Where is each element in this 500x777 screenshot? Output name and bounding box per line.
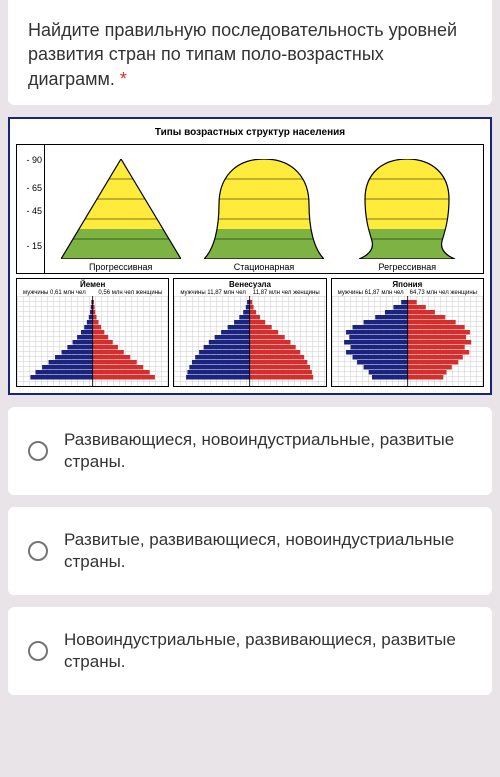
- radio-icon[interactable]: [28, 541, 48, 561]
- pyramid-cell: Япониямужчины 61,87 млн чел64,73 млн чел…: [331, 278, 484, 387]
- y-tick: - 65: [26, 183, 42, 193]
- option-text: Развитые, развивающиеся, новоиндустриаль…: [64, 529, 472, 573]
- pyramid-row: Йеменмужчины 0,61 млн чел0,56 млн чел же…: [16, 278, 484, 387]
- question-text: Найдите правильную последовательность ур…: [28, 18, 472, 91]
- radio-icon[interactable]: [28, 441, 48, 461]
- option-text: Новоиндустриальные, развивающиеся, разви…: [64, 629, 472, 673]
- shape-label: Стационарная: [234, 262, 295, 272]
- pyramid-cell: Йеменмужчины 0,61 млн чел0,56 млн чел же…: [16, 278, 169, 387]
- question-body: Найдите правильную последовательность ур…: [28, 20, 457, 89]
- shape-cell: Прогрессивная: [49, 149, 192, 259]
- shape-triangle-icon: [61, 159, 181, 259]
- answer-option[interactable]: Развивающиеся, новоиндустриальные, разви…: [8, 407, 492, 495]
- chart-title: Типы возрастных структур населения: [16, 125, 484, 144]
- pyramid-chart: [332, 296, 483, 386]
- shape-label: Прогрессивная: [89, 262, 152, 272]
- shape-label: Регрессивная: [379, 262, 437, 272]
- y-axis: - 90 - 65 - 45 - 15: [17, 145, 45, 273]
- y-tick: - 45: [26, 206, 42, 216]
- shape-row: - 90- 65- 45- 15 ПрогрессивнаяСтационарн…: [16, 144, 484, 274]
- required-marker: *: [120, 69, 127, 89]
- shapes-container: ПрогрессивнаяСтационарнаяРегрессивная: [45, 145, 483, 273]
- pyramid-cell: Венесуэламужчины 11,87 млн чел11,87 млн …: [173, 278, 326, 387]
- question-card: Найдите правильную последовательность ур…: [8, 0, 492, 105]
- pyramid-chart: [174, 296, 325, 386]
- y-tick: - 90: [26, 155, 42, 165]
- pyramid-chart: [17, 296, 168, 386]
- option-text: Развивающиеся, новоиндустриальные, разви…: [64, 429, 472, 473]
- pyramid-country: Япония: [332, 279, 483, 290]
- pyramid-country: Венесуэла: [174, 279, 325, 290]
- chart-panel: Типы возрастных структур населения - 90-…: [8, 117, 492, 395]
- shape-urn-icon: [347, 159, 467, 259]
- pyramid-country: Йемен: [17, 279, 168, 290]
- answer-option[interactable]: Развитые, развивающиеся, новоиндустриаль…: [8, 507, 492, 595]
- shape-cell: Регрессивная: [336, 149, 479, 259]
- radio-icon[interactable]: [28, 641, 48, 661]
- y-tick: - 15: [26, 241, 42, 251]
- answer-option[interactable]: Новоиндустриальные, развивающиеся, разви…: [8, 607, 492, 695]
- shape-bell-icon: [204, 159, 324, 259]
- shape-cell: Стационарная: [192, 149, 335, 259]
